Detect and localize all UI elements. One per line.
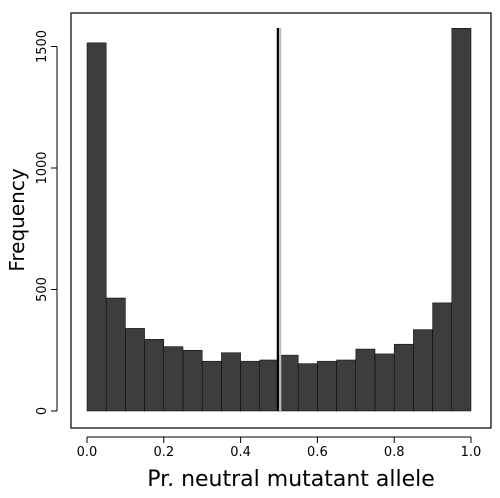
histogram-bar bbox=[374, 353, 395, 412]
y-tick-label: 500 bbox=[35, 277, 50, 302]
histogram-bar bbox=[278, 354, 299, 412]
x-tick-label: 0.4 bbox=[230, 445, 251, 460]
x-tick-label: 0.6 bbox=[307, 445, 328, 460]
histogram-bar bbox=[201, 360, 222, 412]
x-tick-label: 0.8 bbox=[384, 445, 405, 460]
y-axis-title: Frequency bbox=[5, 168, 29, 271]
bars-group bbox=[86, 28, 472, 412]
y-tick-label: 0 bbox=[35, 407, 50, 415]
histogram-bar bbox=[221, 352, 241, 412]
histogram-bar bbox=[413, 329, 433, 412]
x-tick-label: 1.0 bbox=[461, 445, 482, 460]
x-tick-label: 0.0 bbox=[77, 445, 98, 460]
histogram-bar bbox=[86, 42, 107, 412]
plot-frame bbox=[70, 12, 492, 429]
y-tick-label: 1000 bbox=[35, 151, 50, 184]
histogram-bar bbox=[432, 302, 453, 412]
histogram-bar bbox=[317, 360, 337, 412]
x-axis-title: Pr. neutral mutatant allele bbox=[147, 467, 435, 492]
histogram-bar bbox=[182, 350, 203, 412]
histogram-bar bbox=[297, 363, 318, 412]
x-axis: 0.0 0.2 0.4 0.6 0.8 1.0 bbox=[77, 436, 482, 460]
reference-lines-group bbox=[276, 28, 282, 411]
histogram-bar bbox=[336, 359, 357, 412]
y-tick-label: 1500 bbox=[35, 30, 50, 63]
histogram-bar bbox=[240, 360, 261, 412]
x-tick-label: 0.2 bbox=[153, 445, 174, 460]
histogram-bar bbox=[105, 297, 126, 412]
y-axis: 0 500 1000 1500 bbox=[35, 30, 58, 415]
histogram-bar bbox=[163, 346, 184, 412]
histogram-bar bbox=[393, 343, 414, 412]
histogram-bar bbox=[259, 359, 280, 412]
histogram-bar bbox=[451, 28, 472, 412]
histogram-bar bbox=[125, 328, 145, 412]
histogram-bar bbox=[144, 339, 165, 412]
histogram-bar bbox=[355, 348, 376, 412]
